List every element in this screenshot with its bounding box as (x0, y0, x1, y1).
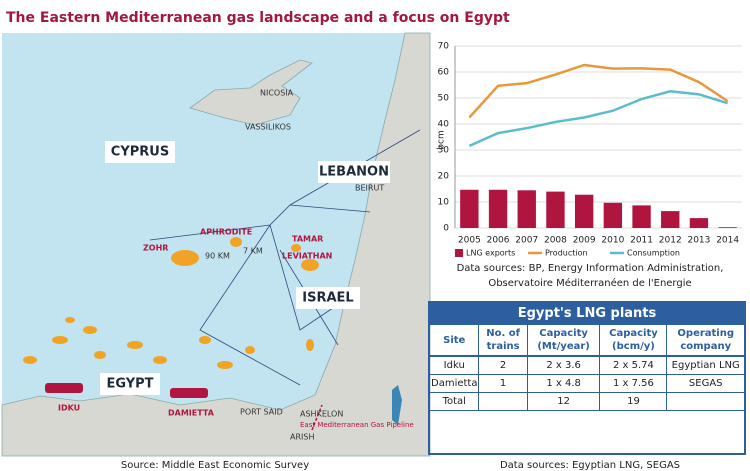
map-source: Source: Middle East Economic Survey (121, 460, 309, 471)
table-cell: 19 (599, 392, 667, 411)
y-tick-label: 50 (438, 94, 450, 104)
map-label: VASSILIKOS (245, 123, 291, 132)
table-cell: Damietta (430, 374, 479, 393)
y-tick-label: 70 (438, 42, 450, 52)
table-cell: 12 (526, 392, 600, 411)
table-cell (666, 392, 744, 411)
x-tick-label: 2006 (487, 236, 510, 246)
cyprus-island (189, 59, 313, 126)
map-label: EGYPT (106, 377, 153, 392)
y-axis-label: bcm (437, 130, 447, 149)
table-cell: 1 (478, 374, 528, 393)
line (468, 63, 729, 119)
column-header: Site (430, 325, 479, 357)
pipeline-line (311, 404, 323, 431)
map-label: ZOHR (143, 244, 168, 253)
map-label: 90 KM (205, 252, 230, 261)
x-tick-label: 2011 (630, 236, 653, 246)
line (468, 89, 729, 147)
map-label: 7 KM (243, 247, 263, 256)
table-row: Idku 2 2 x 3.6 2 x 5.74 Egyptian LNG (430, 356, 744, 375)
gas-fields (23, 237, 319, 369)
map-label: ISRAEL (302, 291, 353, 306)
x-tick-label: 2007 (515, 236, 538, 246)
y-tick-label: 60 (438, 68, 450, 78)
map-label: East Mediterranean Gas Pipeline (300, 421, 414, 429)
table: Site No. of trains Capacity (Mt/year) Capac… (430, 325, 744, 411)
table-cell: 2 x 3.6 (526, 356, 600, 375)
map: CYPRUS NICOSIA VASSILIKOS LEBANON BEIRUT… (1, 32, 431, 457)
bar (517, 190, 536, 228)
label-box (318, 161, 390, 183)
x-tick-label: 2012 (659, 236, 682, 246)
table-row: Total 12 19 (430, 392, 744, 411)
map-label: TAMAR (292, 235, 323, 244)
lng-table: Egypt's LNG plants Site No. of trains Capa… (428, 301, 746, 455)
title: The Eastern Mediterranean gas landscape … (6, 10, 510, 26)
map-label: DAMIETTA (168, 409, 215, 418)
y-tick-label: 10 (438, 198, 450, 208)
bar (689, 218, 709, 228)
map-label: ARISH (290, 433, 314, 442)
bar (718, 227, 737, 228)
column-header: Capacity (bcm/y) (599, 325, 667, 357)
label-box (105, 141, 175, 163)
map-label: LEBANON (319, 165, 389, 180)
map-label: BEIRUT (355, 184, 384, 193)
legend-label: Consumption (627, 249, 680, 258)
column-header: Capacity (Mt/year) (526, 325, 600, 357)
map-label: APHRODITE (200, 228, 252, 237)
map-label: CYPRUS (111, 145, 169, 160)
column-header: Operating company (666, 325, 744, 357)
column-header: No. of trains (478, 325, 528, 357)
chart-sources: Data sources: BP, Energy Information Adm… (456, 263, 724, 289)
legend-label: Production (545, 249, 588, 258)
x-tick-label: 2010 (601, 236, 624, 246)
y-tick-label: 20 (438, 172, 450, 182)
bar (460, 189, 479, 228)
table-cell: 2 (478, 356, 528, 375)
dead-sea (392, 385, 402, 425)
legend-swatch (455, 249, 463, 257)
table-cell: 1 x 4.8 (526, 374, 600, 393)
table-cell: 2 x 5.74 (599, 356, 667, 375)
x-tick-label: 2009 (573, 236, 596, 246)
bar (488, 189, 508, 228)
map-label: PORT SAID (240, 408, 283, 417)
y-tick-label: 30 (438, 146, 450, 156)
x-tick-label: 2014 (716, 236, 739, 246)
table-cell: 1 x 7.56 (599, 374, 667, 393)
x-tick-label: 2013 (687, 236, 710, 246)
map-label: LEVIATHAN (282, 252, 332, 261)
x-tick-label: 2008 (544, 236, 567, 246)
lng-ships (45, 383, 208, 398)
table-row: Damietta 1 1 x 4.8 1 x 7.56 SEGAS (430, 374, 744, 393)
bar (632, 205, 651, 228)
table-cell: SEGAS (666, 374, 744, 393)
bar (574, 194, 594, 228)
legend-label: LNG exports (466, 249, 515, 258)
table-title: Egypt's LNG plants (430, 303, 744, 325)
map-label: IDKU (58, 404, 80, 413)
y-tick-label: 40 (438, 120, 450, 130)
bar (546, 191, 565, 228)
label-box (296, 287, 360, 309)
y-tick-label: 0 (443, 224, 449, 234)
table-cell: Total (430, 392, 479, 411)
table-cell (478, 392, 528, 411)
x-tick-label: 2005 (458, 236, 481, 246)
table-source: Data sources: Egyptian LNG, SEGAS (500, 460, 680, 471)
land (1, 32, 431, 457)
table-cell: Idku (430, 356, 479, 375)
map-label: NICOSIA (260, 89, 294, 98)
label-box (100, 373, 160, 395)
bar (661, 211, 680, 228)
bar (603, 202, 623, 228)
table-cell: Egyptian LNG (666, 356, 744, 375)
map-label: ASHKELON (300, 410, 343, 419)
